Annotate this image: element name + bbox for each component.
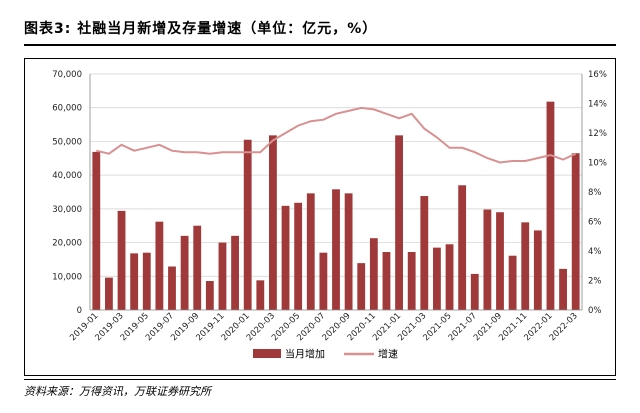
bar	[433, 247, 441, 310]
bar	[369, 238, 378, 310]
bar-series	[92, 101, 580, 310]
bar	[344, 193, 353, 310]
bar	[269, 135, 277, 310]
y-right-tick-label: 6%	[588, 218, 602, 228]
bar	[294, 202, 303, 310]
bar	[496, 212, 504, 310]
bar	[180, 235, 189, 310]
source-note: 资料来源：万得资讯，万联证券研究所	[24, 379, 616, 399]
bar	[256, 280, 265, 310]
bar	[319, 252, 328, 310]
y-left-tick-label: 30,000	[52, 205, 82, 215]
legend-line-label: 增速	[378, 348, 398, 361]
bar	[218, 242, 227, 310]
chart-title-bar: 图表3: 社融当月新增及存量增速（单位：亿元，%）	[24, 18, 616, 46]
bar	[445, 244, 454, 310]
bar	[168, 266, 176, 310]
bar	[205, 281, 214, 310]
y-left-tick-label: 50,000	[52, 137, 82, 147]
bar	[306, 193, 315, 310]
bar	[130, 253, 139, 310]
bar	[243, 139, 252, 310]
y-left-tick-label: 70,000	[52, 70, 82, 80]
y-right-tick-label: 8%	[588, 188, 602, 198]
line-series	[96, 106, 577, 164]
bar	[483, 209, 492, 310]
y-left-tick-label: 0	[77, 306, 82, 316]
bar	[92, 151, 101, 310]
y-right-tick-label: 14%	[588, 100, 607, 110]
bar	[407, 252, 416, 310]
bar	[117, 210, 126, 310]
bar	[546, 101, 555, 310]
y-right-tick-label: 16%	[588, 70, 607, 80]
chart-frame	[24, 58, 616, 376]
bar	[559, 268, 567, 310]
bar	[142, 252, 151, 310]
legend: 当月增加 增速	[253, 348, 398, 361]
bar	[231, 235, 239, 310]
y-right-tick-label: 0%	[588, 306, 602, 316]
bar	[193, 225, 202, 310]
y-right-tick-label: 10%	[588, 159, 607, 169]
bar	[420, 196, 429, 310]
y-left-tick-label: 10,000	[52, 272, 82, 282]
bar	[382, 252, 391, 310]
chart-title: 图表3: 社融当月新增及存量增速（单位：亿元，%）	[24, 21, 378, 37]
legend-bar-label: 当月增加	[285, 348, 325, 361]
x-tick-label: 2022-03	[548, 311, 580, 343]
bar	[533, 230, 542, 310]
bar	[155, 221, 164, 310]
bar	[357, 263, 366, 310]
legend-bar-swatch	[253, 349, 281, 358]
y-left-tick-label: 60,000	[52, 104, 82, 114]
y-left-tick-label: 20,000	[52, 239, 82, 249]
bar	[281, 205, 290, 310]
bar	[571, 153, 580, 310]
bar	[395, 135, 403, 310]
bar	[105, 277, 113, 310]
y-left-tick-label: 40,000	[52, 171, 82, 181]
bar	[470, 273, 479, 310]
y-right-tick-label: 2%	[588, 277, 602, 287]
bar	[458, 185, 467, 310]
bar	[521, 222, 530, 310]
bar	[332, 189, 340, 310]
bar	[508, 255, 517, 310]
y-right-tick-label: 12%	[588, 129, 607, 139]
line-growth	[96, 106, 577, 164]
y-right-tick-label: 4%	[588, 247, 602, 257]
